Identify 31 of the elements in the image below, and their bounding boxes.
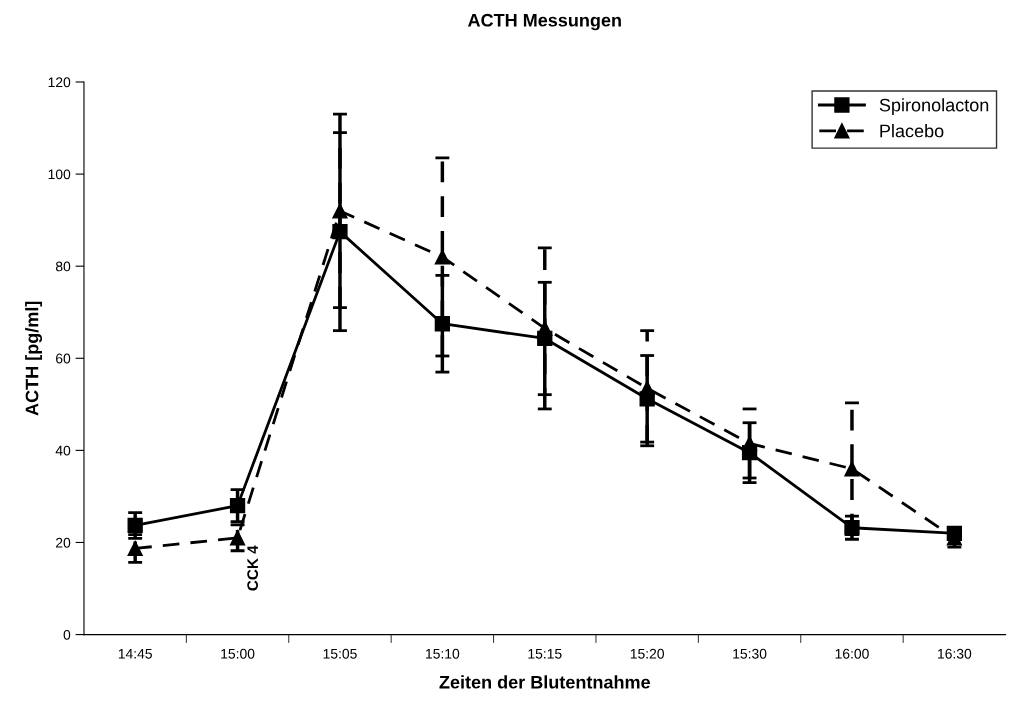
x-axis-title: Zeiten der Blutentnahme [439, 675, 650, 689]
point [537, 320, 553, 336]
y-tick-label: 100 [48, 169, 71, 180]
point [434, 249, 451, 265]
x-tick-label: 16:30 [938, 648, 972, 659]
y-tick-label: 20 [56, 537, 71, 548]
x-tick-label: 14:45 [118, 648, 152, 659]
point [229, 497, 246, 514]
x-tick-label: 15:10 [426, 648, 460, 659]
annotation: CCK 4 [247, 545, 259, 591]
y-tick-label: 40 [55, 445, 71, 456]
y-tick-label: 120 [48, 77, 71, 88]
point [332, 203, 348, 219]
point [127, 540, 143, 557]
y-axis-title: ACTH [pg/ml] [25, 301, 43, 416]
x-tick-label: 15:20 [630, 648, 664, 659]
x-tick-label: 15:30 [733, 648, 767, 659]
y-tick-label: 80 [55, 261, 71, 272]
y-tick-label: 0 [63, 629, 71, 640]
legend-label: Spironolacton [879, 98, 989, 116]
point [434, 316, 451, 332]
point [229, 530, 246, 546]
x-tick-label: 15:15 [528, 648, 562, 659]
y-tick-label: 60 [56, 353, 71, 364]
x-tick-label: 15:00 [221, 648, 255, 659]
chart-title: ACTH Messungen [467, 13, 621, 31]
x-tick-label: 15:05 [323, 648, 357, 659]
point [844, 461, 860, 477]
x-tick-label: 16:00 [835, 648, 869, 659]
legend-label: Placebo [880, 124, 944, 138]
point [639, 380, 655, 396]
